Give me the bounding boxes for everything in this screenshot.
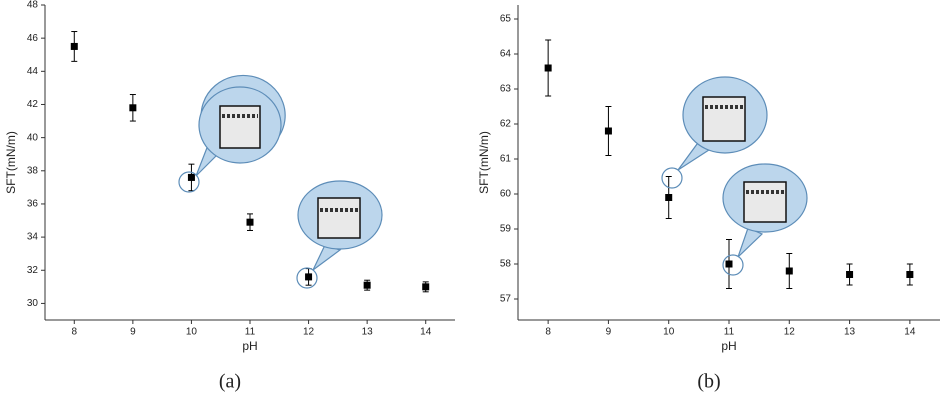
x-tick-label: 13: [844, 327, 856, 338]
y-tick-label: 60: [500, 189, 512, 200]
beaker-icon: [702, 96, 746, 142]
point: [544, 64, 552, 72]
x-tick-label: 12: [784, 327, 796, 338]
y-tick-label: 63: [500, 84, 512, 95]
x-tick-label: 10: [663, 327, 675, 338]
x-tick-label: 14: [420, 327, 432, 338]
y-tick-label: 40: [27, 132, 39, 143]
y-tick-label: 38: [27, 165, 39, 176]
point: [665, 194, 673, 201]
highlight-ring: [296, 267, 318, 289]
y-axis-label: SFT(mN/m): [4, 131, 18, 194]
point: [604, 127, 612, 135]
panel-label: (b): [697, 371, 720, 393]
x-axis-label: pH: [242, 339, 257, 353]
x-tick-label: 8: [545, 327, 551, 338]
point: [363, 281, 371, 289]
y-axis-label: SFT(mN/m): [477, 131, 491, 194]
x-axis-label: pH: [721, 339, 736, 353]
callouts: [178, 74, 808, 289]
highlight-ring: [661, 167, 683, 189]
x-tick-label: 12: [303, 327, 315, 338]
y-tick-label: 62: [500, 119, 512, 130]
x-tick-label: 9: [130, 327, 136, 338]
x-tick-label: 11: [245, 327, 256, 338]
y-tick-label: 46: [27, 33, 39, 44]
y-tick-label: 59: [500, 224, 512, 235]
y-tick-label: 64: [500, 49, 512, 60]
point: [305, 273, 313, 281]
x-tick-label: 10: [186, 327, 198, 338]
point: [187, 173, 195, 181]
chart: 30 32 34 36 38 40 42 44 46 48 8 9 10 11 12 13 14 pH SFT(mN…: [4, 0, 455, 393]
point: [246, 218, 254, 226]
chart: 57 58 59 60 61 62 63 64 65 8 9 10 11 12 13 14 pH SFT(mN/m…: [477, 5, 940, 393]
callout-balloon: [737, 227, 764, 258]
y-tick-label: 32: [27, 265, 39, 276]
point: [906, 271, 914, 278]
y-tick-label: 34: [27, 232, 39, 243]
beaker-icon: [743, 181, 787, 223]
point: [785, 267, 793, 275]
y-tick-label: 61: [500, 154, 512, 165]
beaker-icon: [219, 105, 261, 149]
x-tick-label: 14: [904, 327, 916, 338]
x-tick-label: 9: [606, 327, 612, 338]
x-tick-label: 8: [72, 327, 78, 338]
x-tick-label: 11: [724, 327, 735, 338]
y-tick-label: 42: [27, 99, 39, 110]
y-tick-label: 58: [500, 259, 512, 270]
panel-label: (a): [219, 371, 241, 393]
highlight-ring: [178, 171, 200, 193]
y-tick-label: 65: [500, 14, 512, 25]
y-tick-label: 30: [27, 298, 39, 309]
y-tick-label: 44: [27, 66, 39, 77]
y-tick-label: 36: [27, 199, 39, 210]
point: [846, 271, 854, 278]
y-tick-label: 57: [500, 294, 512, 305]
point: [422, 283, 430, 291]
y-tick-label: 48: [27, 0, 39, 11]
point: [70, 42, 78, 50]
point: [725, 260, 733, 268]
highlight-ring: [722, 254, 744, 276]
beaker-icon: [317, 197, 361, 239]
x-tick-label: 13: [362, 327, 374, 338]
point: [129, 104, 137, 112]
